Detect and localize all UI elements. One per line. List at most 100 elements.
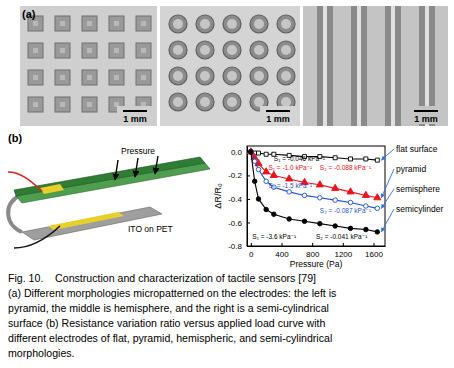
scale-bar [414, 110, 438, 112]
y-tick-label: -0.8 [228, 242, 242, 251]
chart: -0.8-0.6-0.4-0.20.0040080012001600Pressu… [213, 144, 443, 269]
hemisphere-ring [169, 15, 187, 33]
data-point [332, 184, 339, 190]
hemisphere-top [254, 71, 264, 81]
photo-background [20, 6, 157, 126]
x-tick: 1200 [334, 243, 352, 259]
y-tick-mark [247, 199, 250, 200]
hemisphere-ring [223, 15, 241, 33]
top-electrode [40, 184, 64, 194]
data-point [364, 227, 369, 232]
hemisphere-ring [196, 93, 214, 111]
pyramid-tip [60, 48, 65, 53]
pyramid-tip [33, 75, 38, 80]
legend-arrow [381, 189, 394, 208]
data-point [375, 230, 380, 235]
hemisphere-top [254, 19, 264, 29]
y-tick-label: 0.0 [231, 148, 243, 157]
hemisphere-top [281, 97, 291, 107]
pyramid-tip [114, 48, 119, 53]
x-tick-mark [343, 243, 344, 246]
data-point [256, 197, 261, 202]
x-tick-label: 0 [249, 250, 254, 259]
data-point [286, 175, 293, 181]
series-line [251, 152, 378, 232]
series-line [251, 152, 378, 208]
pyramid-tip [60, 102, 65, 107]
data-point [247, 148, 254, 154]
plot-frame [247, 146, 385, 246]
x-tick-label: 1600 [365, 250, 383, 259]
pyramid-cell [55, 43, 70, 58]
figure: 1 mm1 mm1 mm(a)(b)PressureITO on PET-0.8… [0, 0, 454, 368]
pyramid-cell [136, 16, 151, 31]
data-point [318, 196, 323, 201]
data-point [348, 200, 353, 205]
sensitivity-label: S₁ = -1.5 kPa⁻¹ [268, 182, 313, 189]
pyramid-cell [109, 16, 124, 31]
y-tick: -0.6 [228, 219, 250, 228]
x-tick: 400 [275, 243, 289, 259]
pyramid-cell [55, 16, 70, 31]
scale-bar-label: 1 mm [414, 114, 438, 124]
photo: 1 mm [160, 6, 300, 126]
hemisphere-top [281, 71, 291, 81]
x-tick: 1600 [365, 243, 383, 259]
data-point [270, 171, 277, 177]
cylinder-highlight [391, 6, 395, 126]
hemisphere-ring [250, 41, 268, 59]
pyramid-cell [136, 70, 151, 85]
pyramid-tip [87, 48, 92, 53]
data-point [252, 179, 257, 184]
data-point [333, 198, 338, 203]
pyramid-tip [60, 21, 65, 26]
scale-bar-bg [408, 106, 444, 124]
hemisphere-ring [196, 41, 214, 59]
pyramid-tip [87, 75, 92, 80]
hemisphere-ring [196, 15, 214, 33]
pyramid-tip [33, 102, 38, 107]
sensitivity-label: S₂ = -0.088 kPa⁻¹ [320, 164, 372, 171]
y-tick: -0.4 [228, 195, 250, 204]
y-tick-label: -0.4 [228, 195, 242, 204]
hemisphere-ring [223, 41, 241, 59]
legend-label: semisphere [396, 184, 440, 194]
x-axis: 040080012001600 [248, 243, 386, 259]
hemisphere-ring [196, 67, 214, 85]
data-point [249, 150, 254, 155]
pyramid-tip [33, 21, 38, 26]
caption-line: pyramid, the middle is hemisphere, and t… [8, 302, 329, 314]
data-point [249, 150, 254, 155]
legend-label: pyramid [396, 164, 427, 174]
y-axis-line [247, 147, 248, 247]
y-tick-mark [247, 222, 250, 223]
x-tick-mark [312, 243, 313, 246]
hemisphere-ring [277, 15, 295, 33]
scale-bar-bg [117, 106, 153, 124]
data-point [256, 167, 261, 172]
pyramid-tip [141, 21, 146, 26]
cylinder-highlight [323, 6, 327, 126]
pyramid-cell [28, 43, 43, 58]
pressure-arrow [115, 160, 118, 180]
annotations: S₁ = -0.046 kPa⁻¹S₁ = -1.0 kPa⁻¹S₂ = -0.… [252, 155, 372, 240]
hemisphere-ring [169, 41, 187, 59]
top-film-lower [16, 163, 210, 203]
caption-line: different electrodes of flat, pyramid, h… [8, 332, 332, 344]
x-tick: 0 [249, 243, 254, 259]
pyramid-cell [55, 97, 70, 112]
data-point [287, 217, 292, 222]
caption-line: morphologies. [8, 347, 75, 359]
x-tick-mark [282, 243, 283, 246]
legend-arrow [381, 149, 394, 160]
hemisphere-ring [277, 67, 295, 85]
data-point [264, 152, 268, 156]
hemisphere-top [173, 97, 183, 107]
scale-bar [266, 110, 290, 112]
y-tick-label: -0.2 [228, 171, 242, 180]
series-line [251, 152, 378, 198]
pyramid-cell [109, 43, 124, 58]
hemisphere-ring [223, 67, 241, 85]
data-point [374, 194, 381, 200]
caption-line: Fig. 10. Construction and characterizati… [8, 272, 316, 284]
